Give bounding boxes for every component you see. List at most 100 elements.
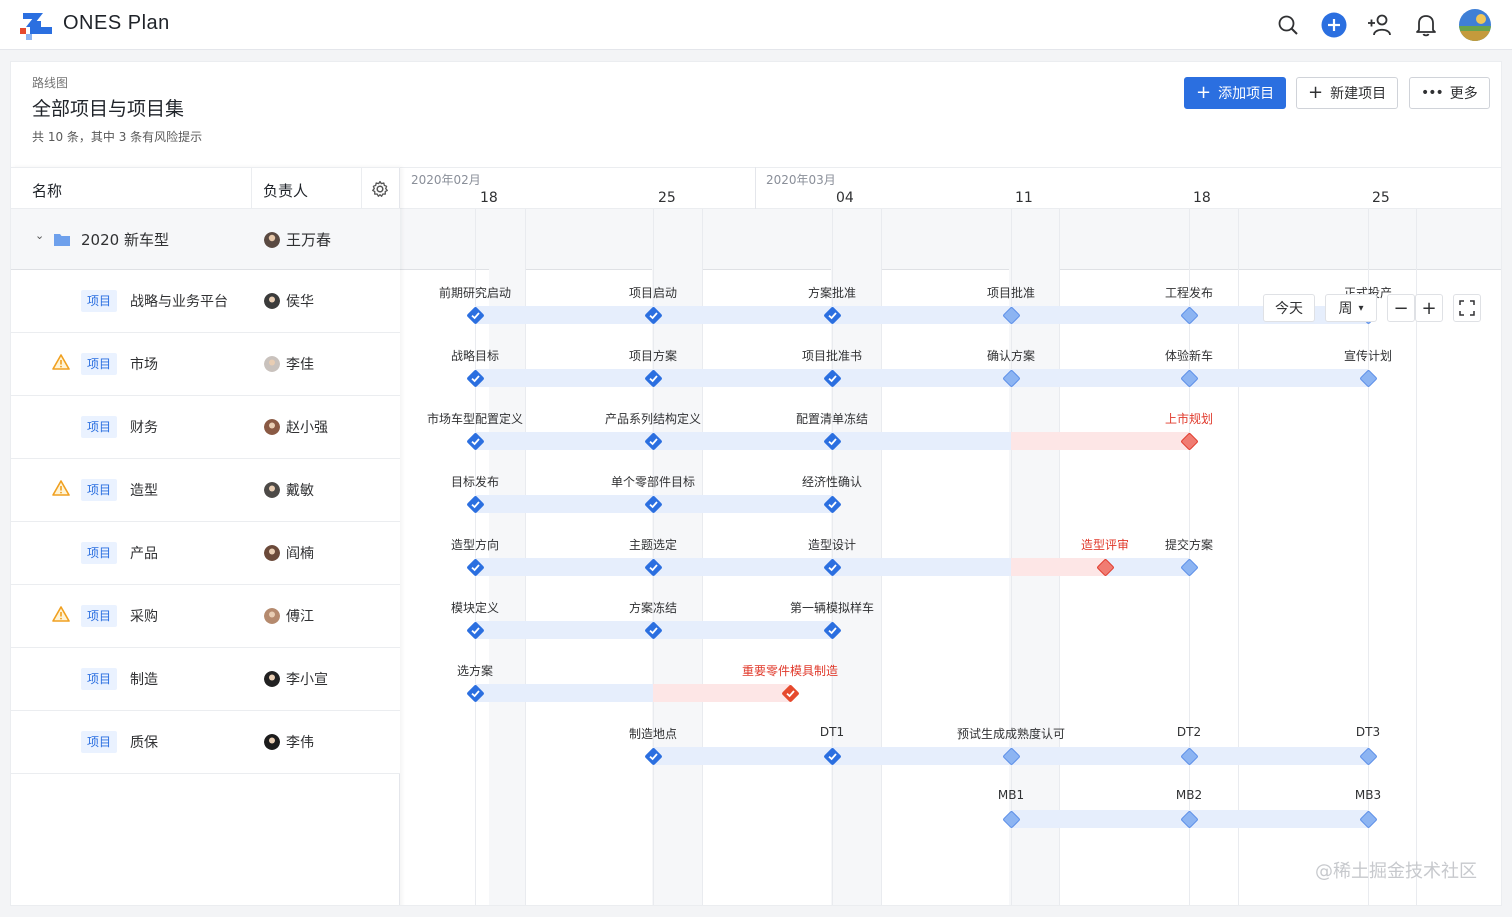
add-member-icon[interactable]	[1364, 10, 1394, 40]
project-row[interactable]: 项目 产品 阎楠	[11, 522, 400, 585]
project-row[interactable]: 项目 采购 傅江	[11, 585, 400, 648]
milestone-done-marker[interactable]	[822, 557, 842, 577]
milestone-label[interactable]: 造型设计	[807, 538, 857, 552]
milestone-label[interactable]: 宣传计划	[1343, 349, 1393, 363]
milestone-done-marker[interactable]	[822, 746, 842, 766]
milestone-label[interactable]: 产品系列结构定义	[604, 412, 702, 426]
milestone-label[interactable]: 主题选定	[628, 538, 678, 552]
milestone-done-marker[interactable]	[780, 683, 800, 703]
milestone-done-marker[interactable]	[643, 746, 663, 766]
milestone-label[interactable]: 造型方向	[450, 538, 500, 552]
settings-gear-icon[interactable]	[371, 180, 389, 198]
milestone-label[interactable]: 提交方案	[1164, 538, 1214, 552]
project-type-tag: 项目	[81, 479, 118, 501]
milestone-label[interactable]: 确认方案	[986, 349, 1036, 363]
milestone-label[interactable]: 方案批准	[807, 286, 857, 300]
milestone-label[interactable]: 造型评审	[1080, 538, 1130, 552]
group-row[interactable]: ⌄ 2020 新车型 王万春	[11, 209, 400, 270]
new-project-button[interactable]: + 新建项目	[1296, 77, 1399, 109]
milestone-done-marker[interactable]	[822, 620, 842, 640]
search-icon[interactable]	[1273, 10, 1303, 40]
milestone-done-marker[interactable]	[643, 557, 663, 577]
today-button[interactable]: 今天	[1263, 294, 1315, 322]
weekend-shade	[489, 209, 525, 905]
fullscreen-button[interactable]	[1453, 294, 1481, 322]
month-divider	[755, 167, 756, 209]
folder-icon	[54, 234, 70, 246]
milestone-label[interactable]: DT1	[819, 725, 845, 739]
milestone-label[interactable]: 经济性确认	[801, 475, 863, 489]
progress-bar	[475, 306, 1368, 324]
project-row[interactable]: 项目 战略与业务平台 侯华	[11, 270, 400, 333]
project-name[interactable]: 产品	[130, 546, 158, 562]
milestone-label[interactable]: 方案冻结	[628, 601, 678, 615]
project-name[interactable]: 财务	[130, 420, 158, 436]
milestone-label[interactable]: 制造地点	[628, 727, 678, 741]
project-row[interactable]: 项目 制造 李小宣	[11, 648, 400, 711]
milestone-label[interactable]: 市场车型配置定义	[426, 412, 524, 426]
milestone-done-marker[interactable]	[643, 305, 663, 325]
zoom-in-button[interactable]: +	[1415, 294, 1443, 322]
milestone-done-marker[interactable]	[465, 494, 485, 514]
milestone-label[interactable]: 第一辆模拟样车	[789, 601, 875, 615]
milestone-label[interactable]: 单个零部件目标	[610, 475, 696, 489]
column-header-name[interactable]: 名称	[32, 182, 63, 200]
milestone-done-marker[interactable]	[822, 305, 842, 325]
milestone-done-marker[interactable]	[643, 494, 663, 514]
milestone-done-marker[interactable]	[465, 431, 485, 451]
add-circle-icon[interactable]	[1319, 10, 1349, 40]
milestone-label[interactable]: 目标发布	[450, 475, 500, 489]
milestone-done-marker[interactable]	[465, 557, 485, 577]
milestone-done-marker[interactable]	[822, 368, 842, 388]
project-row[interactable]: 项目 造型 戴敏	[11, 459, 400, 522]
milestone-label[interactable]: 体验新车	[1164, 349, 1214, 363]
milestone-label[interactable]: 上市规划	[1164, 412, 1214, 426]
milestone-label[interactable]: 选方案	[456, 664, 494, 678]
milestone-label[interactable]: 模块定义	[450, 601, 500, 615]
milestone-done-marker[interactable]	[465, 368, 485, 388]
milestone-label[interactable]: MB2	[1175, 788, 1203, 802]
project-name[interactable]: 采购	[130, 609, 158, 625]
milestone-label[interactable]: 重要零件模具制造	[741, 664, 839, 678]
milestone-done-marker[interactable]	[643, 620, 663, 640]
milestone-done-marker[interactable]	[643, 368, 663, 388]
scale-select[interactable]: 周 ▾	[1325, 294, 1377, 322]
milestone-label[interactable]: 配置清单冻结	[795, 412, 869, 426]
avatar[interactable]	[1458, 8, 1492, 42]
milestone-label[interactable]: MB3	[1354, 788, 1382, 802]
milestone-label[interactable]: 预试生成成熟度认可	[956, 727, 1066, 741]
project-row[interactable]: 项目 质保 李伟	[11, 711, 400, 774]
milestone-done-marker[interactable]	[643, 431, 663, 451]
milestone-label[interactable]: 战略目标	[450, 349, 500, 363]
breadcrumb[interactable]: 路线图	[32, 76, 69, 90]
milestone-label[interactable]: 项目批准	[986, 286, 1036, 300]
project-name[interactable]: 战略与业务平台	[130, 294, 228, 310]
milestone-label[interactable]: DT3	[1355, 725, 1381, 739]
project-name[interactable]: 质保	[130, 735, 158, 751]
milestone-label[interactable]: 项目启动	[628, 286, 678, 300]
milestone-label[interactable]: 工程发布	[1164, 286, 1214, 300]
milestone-label[interactable]: 项目批准书	[801, 349, 863, 363]
project-row[interactable]: 项目 财务 赵小强	[11, 396, 400, 459]
milestone-label[interactable]: 前期研究启动	[438, 286, 512, 300]
day-label: 04	[836, 190, 854, 206]
more-button[interactable]: ••• 更多	[1409, 77, 1490, 109]
milestone-done-marker[interactable]	[822, 431, 842, 451]
project-name[interactable]: 造型	[130, 483, 158, 499]
column-header-owner[interactable]: 负责人	[263, 182, 309, 200]
bell-icon[interactable]	[1411, 10, 1441, 40]
project-row[interactable]: 项目 市场 李佳	[11, 333, 400, 396]
milestone-label[interactable]: 项目方案	[628, 349, 678, 363]
milestone-label[interactable]: DT2	[1176, 725, 1202, 739]
milestone-done-marker[interactable]	[465, 620, 485, 640]
project-owner: 李佳	[286, 357, 314, 373]
milestone-done-marker[interactable]	[465, 683, 485, 703]
project-name[interactable]: 制造	[130, 672, 158, 688]
add-project-button[interactable]: + 添加项目	[1184, 77, 1287, 109]
project-name[interactable]: 市场	[130, 357, 158, 373]
milestone-done-marker[interactable]	[465, 305, 485, 325]
milestone-done-marker[interactable]	[822, 494, 842, 514]
milestone-label[interactable]: MB1	[997, 788, 1025, 802]
chevron-down-icon[interactable]: ⌄	[35, 229, 45, 242]
zoom-out-button[interactable]: −	[1387, 294, 1415, 322]
